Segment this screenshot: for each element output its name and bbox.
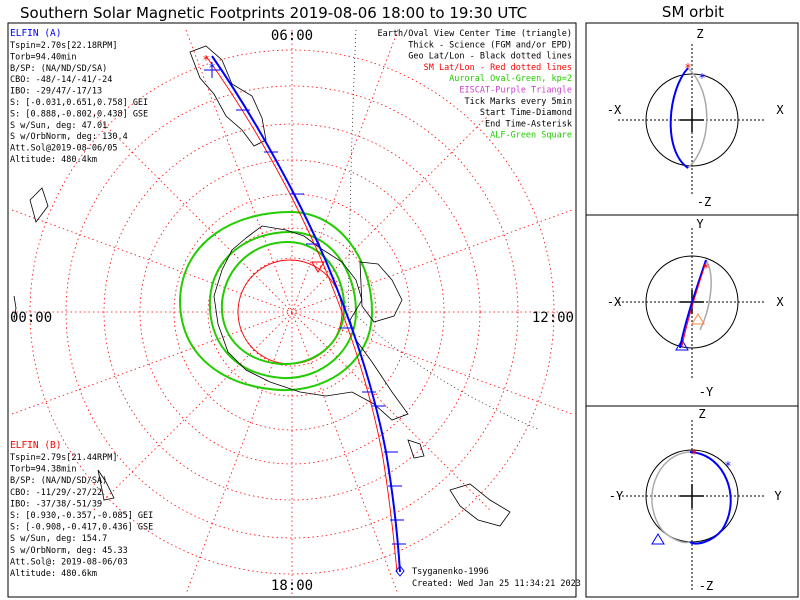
probe-b-info-line: Torb=94.38min bbox=[10, 465, 77, 475]
orbit2-top: Y bbox=[696, 217, 704, 231]
probe-a-track bbox=[211, 55, 401, 573]
probe-b-info-line: Altitude: 480.6km bbox=[10, 569, 97, 579]
legend-item: EISCAT-Purple Triangle bbox=[459, 86, 572, 96]
probe-b-name: ELFIN (B) bbox=[10, 440, 61, 451]
probe-a-info: Tspin=2.70s[22.18RPM]Torb=94.40min B/SP: … bbox=[10, 41, 148, 165]
legend: Earth/Oval View Center Time (triangle)Th… bbox=[378, 29, 572, 141]
probe-b-info-line: S: [0.930,-0.357,-0.085] GEI bbox=[10, 511, 153, 521]
legend-item: Earth/Oval View Center Time (triangle) bbox=[378, 29, 572, 39]
probe-b-info-line: Tspin=2.79s[21.44RPM] bbox=[10, 453, 117, 463]
orbit-panel-3: * * Z -Z -Y Y bbox=[609, 407, 783, 593]
probe-a-info-line: S w/OrbNorm, deg: 130.4 bbox=[10, 132, 128, 142]
orbit3-bottom: -Z bbox=[699, 579, 713, 593]
probe-a-name: ELFIN (A) bbox=[10, 28, 61, 39]
orbit1-top: Z bbox=[696, 27, 703, 41]
probe-b-info-line: S w/OrbNorm, deg: 45.33 bbox=[10, 546, 128, 556]
probe-b-info-line: Att.Sol@: 2019-08-06/03 bbox=[10, 557, 128, 567]
legend-item: End Time-Asterisk bbox=[485, 119, 572, 129]
main-map-frame bbox=[7, 22, 577, 598]
legend-item: Auroral Oval-Green, kp=2 bbox=[449, 74, 572, 84]
polar-map: * * 06:00 00:00 12:00 18:00 bbox=[10, 28, 574, 595]
probe-a-info-line: CBO: -48/-14/-41/-24 bbox=[10, 75, 112, 85]
hour-label-left: 00:00 bbox=[10, 310, 52, 326]
probe-a-info-line: Torb=94.40min bbox=[10, 52, 77, 62]
orbit2-left: -X bbox=[607, 295, 622, 309]
probe-a-info-line: B/SP: (NA/ND/SD/SA) bbox=[10, 64, 107, 74]
hour-label-top: 06:00 bbox=[271, 28, 313, 44]
legend-item: Thick - Science (FGM and/or EPD) bbox=[408, 40, 572, 50]
legend-item: ALF-Green Square bbox=[490, 131, 572, 141]
probe-b-info-line: IBO: -37/38/-51/39 bbox=[10, 499, 102, 509]
hour-label-right: 12:00 bbox=[532, 310, 574, 326]
start-diamond-a bbox=[395, 565, 405, 577]
probe-a-info-line: Att.Sol@2019-08-06/05 bbox=[10, 144, 117, 154]
svg-text:*: * bbox=[724, 459, 731, 473]
probe-b-info-line: B/SP: (NA/ND/SD/SA) bbox=[10, 476, 107, 486]
legend-item: Tick Marks every 5min bbox=[465, 97, 572, 107]
probe-b-info: Tspin=2.79s[21.44RPM] Torb=94.38minB/SP: … bbox=[10, 453, 153, 579]
created-credit: Created: Wed Jan 25 11:34:21 2023 bbox=[412, 579, 581, 589]
svg-text:*: * bbox=[702, 261, 709, 275]
probe-b-info-line: CBO: -11/29/-27/22 bbox=[10, 488, 102, 498]
probe-a-info-line: S: [0.888,-0.802,0.438] GSE bbox=[10, 109, 148, 119]
probe-a-info-line: Altitude: 480.4km bbox=[10, 155, 97, 165]
model-credit: Tsyganenko-1996 bbox=[412, 567, 489, 577]
sm-grid bbox=[11, 29, 573, 595]
probe-b-info-line: S: [-0.908,-0.417,0.436] GSE bbox=[10, 523, 153, 533]
orbit3-right: Y bbox=[774, 489, 782, 503]
probe-a-info-line: S: [-0.031,0.651,0.758] GEI bbox=[10, 98, 148, 108]
orbit-panel-frame bbox=[585, 22, 799, 598]
coastlines bbox=[13, 45, 511, 527]
orbit-panel-1: * * Z -Z -X X bbox=[607, 27, 785, 209]
svg-text:*: * bbox=[684, 61, 691, 75]
svg-text:*: * bbox=[690, 447, 697, 461]
orbit-title: SM orbit bbox=[662, 3, 724, 21]
probe-a-info-line: Tspin=2.70s[22.18RPM] bbox=[10, 41, 117, 51]
end-asterisk-b: * bbox=[202, 53, 209, 67]
orbit3-top: Z bbox=[698, 407, 705, 421]
orbit1-right: X bbox=[776, 103, 784, 117]
orbit-panel-2: * Y -Y -X X bbox=[607, 217, 785, 399]
auroral-oval bbox=[178, 210, 374, 392]
legend-item: Start Time-Diamond bbox=[480, 108, 572, 118]
legend-item: SM Lat/Lon - Red dotted lines bbox=[424, 63, 572, 73]
orbit3-left: -Y bbox=[609, 489, 624, 503]
end-asterisk-a: * bbox=[208, 61, 215, 75]
view-center-triangle bbox=[311, 261, 325, 273]
legend-item: Geo Lat/Lon - Black dotted lines bbox=[408, 52, 572, 62]
probe-b-info-line: S w/Sun, deg: 154.7 bbox=[10, 534, 107, 544]
probe-a-info-line: S w/Sun, deg: 47.01 bbox=[10, 121, 107, 131]
figure-title: Southern Solar Magnetic Footprints 2019-… bbox=[20, 4, 527, 22]
hour-label-bottom: 18:00 bbox=[271, 578, 313, 594]
orbit2-right: X bbox=[776, 295, 784, 309]
orbit1-bottom: -Z bbox=[697, 195, 711, 209]
probe-a-info-line: IBO: -29/47/-17/13 bbox=[10, 87, 102, 97]
probe-a-ticks bbox=[204, 62, 406, 545]
orbit1-left: -X bbox=[607, 103, 622, 117]
svg-text:*: * bbox=[698, 71, 705, 85]
probe-b-track bbox=[205, 55, 398, 573]
orbit2-bottom: -Y bbox=[699, 385, 714, 399]
